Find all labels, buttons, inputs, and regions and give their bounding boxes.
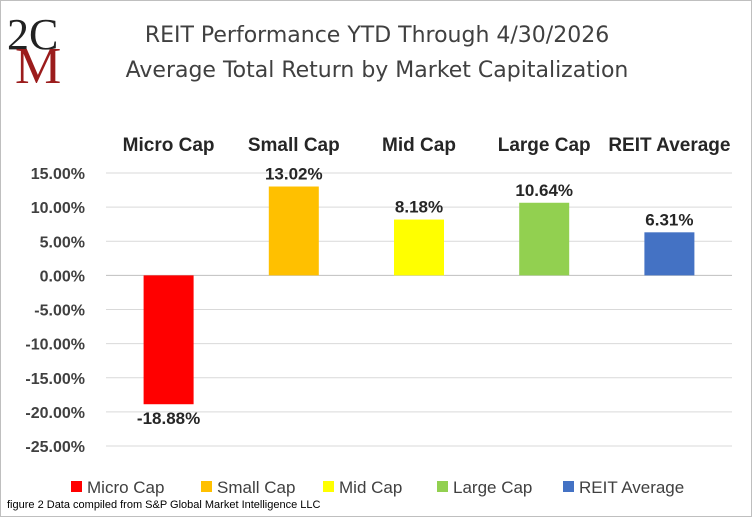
data-label: 10.64% xyxy=(515,181,573,200)
bar xyxy=(644,232,695,276)
y-tick-label: 0.00% xyxy=(40,268,85,285)
legend-label: Large Cap xyxy=(453,478,532,497)
y-tick-label: -5.00% xyxy=(34,303,85,320)
bar xyxy=(268,186,319,276)
y-tick-label: -10.00% xyxy=(25,337,85,354)
legend-swatch xyxy=(323,481,334,492)
legend-label: Micro Cap xyxy=(87,478,164,497)
data-label: 8.18% xyxy=(395,198,443,217)
legend-swatch xyxy=(71,481,82,492)
category-label: Small Cap xyxy=(248,135,340,156)
chart-subtitle: Average Total Return by Market Capitaliz… xyxy=(125,58,629,83)
category-label: Large Cap xyxy=(498,135,591,156)
y-tick-label: 5.00% xyxy=(40,234,85,251)
data-label: -18.88% xyxy=(137,409,200,428)
y-tick-label: 15.00% xyxy=(31,166,85,183)
bar xyxy=(143,275,194,405)
logo-2mc: 2C M xyxy=(7,10,61,85)
category-label: Mid Cap xyxy=(382,135,456,156)
category-label: REIT Average xyxy=(608,135,730,156)
legend-label: REIT Average xyxy=(579,478,684,497)
legend-swatch xyxy=(201,481,212,492)
logo-text-top: 2C xyxy=(7,10,58,59)
legend-swatch xyxy=(563,481,574,492)
y-tick-label: -20.00% xyxy=(25,405,85,422)
legend-swatch xyxy=(437,481,448,492)
category-label: Micro Cap xyxy=(123,135,215,156)
logo-text-bottom: M xyxy=(15,38,61,85)
bar xyxy=(519,202,570,276)
chart-title: REIT Performance YTD Through 4/30/2026 xyxy=(144,23,610,48)
bar xyxy=(394,219,444,276)
y-tick-label: -15.00% xyxy=(25,371,85,388)
legend-label: Mid Cap xyxy=(339,478,402,497)
y-tick-label: 10.00% xyxy=(31,200,85,217)
data-label: 6.31% xyxy=(645,210,693,229)
y-tick-label: -25.00% xyxy=(25,439,85,456)
legend-label: Small Cap xyxy=(217,478,295,497)
data-label: 13.02% xyxy=(265,165,323,184)
footnote: figure 2 Data compiled from S&P Global M… xyxy=(7,499,321,511)
